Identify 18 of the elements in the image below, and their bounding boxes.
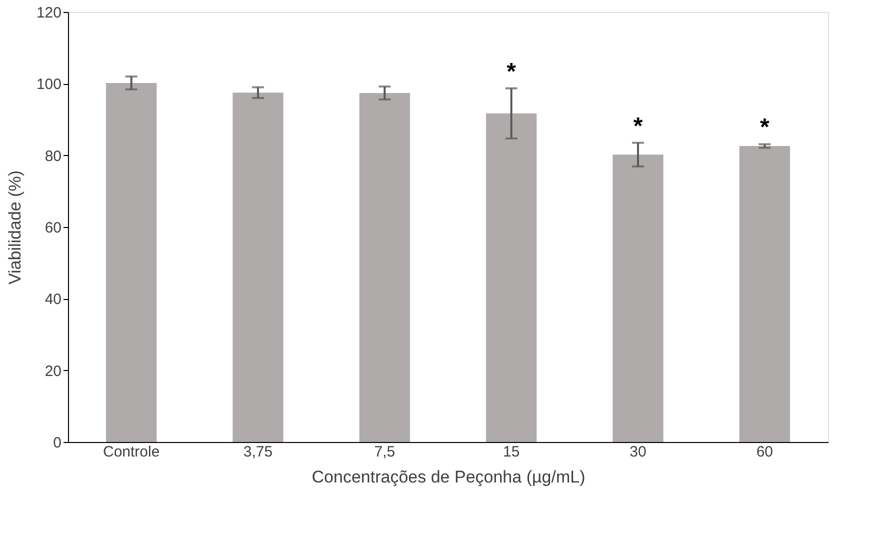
x-tick-label: 7,5 bbox=[374, 444, 396, 460]
x-tick-label: 30 bbox=[630, 444, 646, 460]
data-label: * bbox=[760, 114, 770, 142]
data-label: * bbox=[633, 112, 644, 140]
y-tick-label: 60 bbox=[44, 220, 62, 236]
x-tick-label: 3,75 bbox=[243, 444, 273, 460]
y-tick-label: 20 bbox=[44, 362, 62, 380]
y-axis-title: Viabilidade (%) bbox=[5, 170, 24, 285]
y-tick-label: 120 bbox=[36, 4, 62, 22]
x-tick-label: Controle bbox=[102, 444, 160, 460]
x-tick-label: 15 bbox=[502, 444, 520, 460]
y-tick-label: 40 bbox=[44, 291, 62, 308]
y-tick-label: 100 bbox=[36, 76, 62, 94]
y-tick-label: 80 bbox=[44, 148, 62, 165]
data-label: * bbox=[506, 58, 517, 86]
x-axis-title: Concentrações de Peçonha (µg/mL) bbox=[312, 468, 586, 486]
y-tick-label: 0 bbox=[53, 434, 62, 452]
x-tick-label: 60 bbox=[756, 444, 774, 460]
